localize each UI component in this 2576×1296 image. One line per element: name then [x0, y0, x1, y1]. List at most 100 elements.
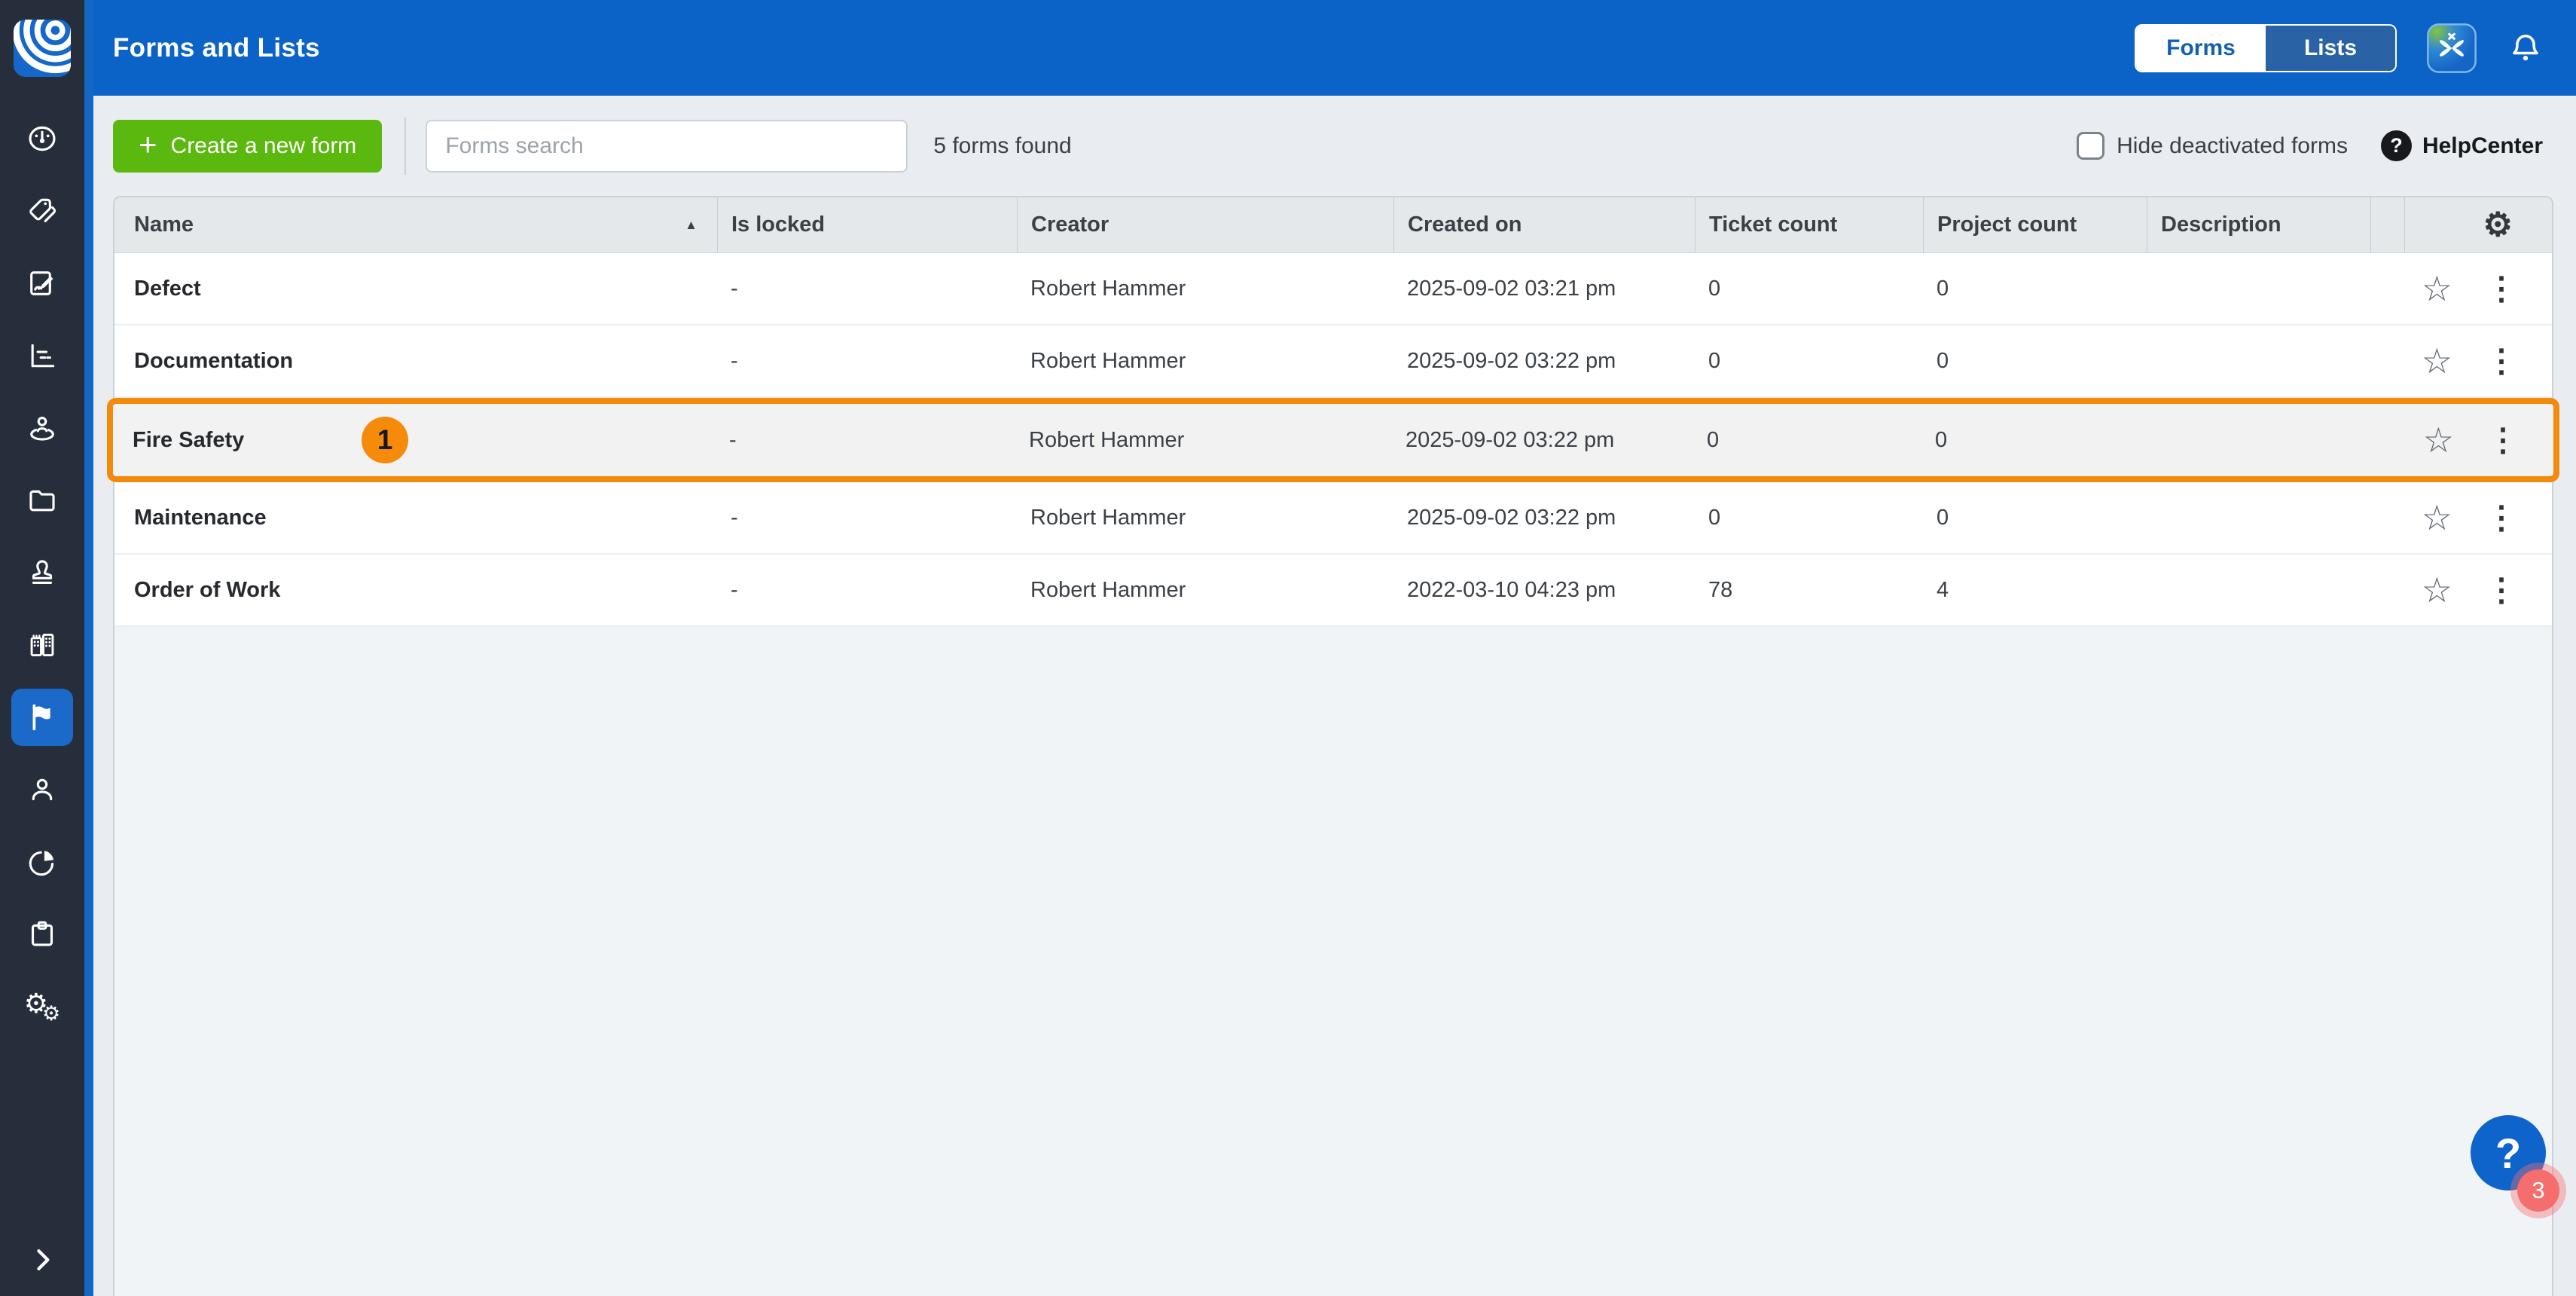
- table-row-documentation[interactable]: Documentation - Robert Hammer 2025-09-02 03…: [114, 326, 2552, 398]
- toolbar-right: Hide deactivated forms ? HelpCenter: [2077, 130, 2543, 161]
- cell-project_count: 0: [1935, 427, 1948, 452]
- sidebar-item-analytics[interactable]: [0, 826, 84, 898]
- cell-is_locked: -: [731, 505, 738, 530]
- sidebar-item-tasks[interactable]: [0, 898, 84, 970]
- row-menu-kebab-icon[interactable]: ⋮: [2486, 573, 2517, 607]
- person-location-icon: [11, 399, 73, 457]
- sidebar-item-forms-sign[interactable]: [0, 247, 84, 319]
- page-title: Forms and Lists: [113, 32, 320, 63]
- help-fab-question-icon: ?: [2495, 1129, 2522, 1177]
- favorite-star-icon[interactable]: ☆: [2421, 573, 2452, 607]
- favorite-star-icon[interactable]: ☆: [2422, 423, 2454, 457]
- column-header-is_locked[interactable]: Is locked: [717, 197, 1017, 252]
- cell-actions: ☆ ⋮: [2404, 500, 2552, 535]
- main-area: Forms and Lists Forms Lists: [93, 0, 2576, 1296]
- cell-project_count: 0: [1937, 276, 1949, 301]
- sidebar-item-reports[interactable]: [0, 319, 84, 392]
- cell-creator: Robert Hammer: [1030, 505, 1186, 530]
- plus-icon: +: [139, 126, 157, 162]
- column-header-created_on[interactable]: Created on: [1393, 197, 1695, 252]
- column-header-project_count[interactable]: Project count: [1923, 197, 2147, 252]
- cell-project_count: 0: [1937, 505, 1949, 530]
- hide-deactivated-label[interactable]: Hide deactivated forms: [2117, 133, 2348, 158]
- content-area: + Create a new form 5 forms found Hide d…: [93, 96, 2576, 1296]
- table-row-maintenance[interactable]: Maintenance - Robert Hammer 2025-09-02 03:2…: [114, 482, 2552, 555]
- cell-name: Fire Safety 1: [113, 404, 716, 476]
- gear-icon[interactable]: ⚙: [2483, 206, 2513, 243]
- bell-icon[interactable]: [2507, 29, 2544, 67]
- sidebar-item-settings[interactable]: ⚙ ⚙: [0, 970, 84, 1043]
- app-switcher-icon[interactable]: [2427, 23, 2477, 73]
- cell-created_on: 2025-09-02 03:22 pm: [1406, 427, 1615, 452]
- folder-icon: [11, 472, 73, 529]
- column-header-ticket_count[interactable]: Ticket count: [1695, 197, 1923, 252]
- clipboard-icon: [11, 906, 73, 963]
- toolbar: + Create a new form 5 forms found Hide d…: [93, 96, 2576, 196]
- sidebar-item-people[interactable]: [0, 753, 84, 826]
- help-fab-button[interactable]: ? 3: [2471, 1115, 2559, 1212]
- row-menu-kebab-icon[interactable]: ⋮: [2487, 423, 2519, 457]
- column-label: Project count: [1937, 212, 2077, 237]
- create-button-label: Create a new form: [170, 133, 357, 158]
- column-header-actions: ⚙: [2404, 197, 2552, 252]
- column-header-name[interactable]: Name ▲: [114, 197, 717, 252]
- sidebar-item-folders[interactable]: [0, 464, 84, 536]
- sidebar-expand-button[interactable]: [26, 1243, 59, 1276]
- cell-is_locked: -: [729, 427, 737, 452]
- cell-project_count: 0: [1937, 348, 1949, 373]
- forms-search-input[interactable]: [426, 119, 908, 173]
- create-new-form-button[interactable]: + Create a new form: [113, 119, 383, 173]
- hide-deactivated-checkbox[interactable]: [2077, 132, 2105, 160]
- stamp-icon: [11, 544, 73, 601]
- table-body: Defect - Robert Hammer 2025-09-02 03:21 pm 0…: [107, 253, 2559, 627]
- toggle-forms[interactable]: Forms: [2136, 25, 2266, 71]
- column-spacer: [2370, 197, 2404, 252]
- toggle-lists[interactable]: Lists: [2266, 25, 2395, 71]
- help-notification-badge: 3: [2517, 1169, 2559, 1212]
- column-header-creator[interactable]: Creator: [1017, 197, 1393, 252]
- help-center-link[interactable]: ? HelpCenter: [2380, 130, 2543, 161]
- cell-is_locked: -: [731, 577, 738, 602]
- column-label: Name: [134, 212, 194, 237]
- sort-asc-icon: ▲: [685, 217, 697, 232]
- sidebar-item-locations[interactable]: [0, 392, 84, 464]
- table-header-row: Name ▲ Is locked Creator Created on Ticket co…: [114, 197, 2552, 253]
- sidebar-item-dashboard[interactable]: [0, 102, 84, 175]
- cell-created_on: 2025-09-02 03:22 pm: [1407, 505, 1616, 530]
- cell-created_on: 2025-09-02 03:22 pm: [1407, 348, 1616, 373]
- topbar-right: Forms Lists: [2135, 23, 2544, 73]
- row-menu-kebab-icon[interactable]: ⋮: [2486, 271, 2517, 306]
- sidebar-item-flags[interactable]: [0, 681, 84, 753]
- cell-creator: Robert Hammer: [1030, 577, 1186, 602]
- favorite-star-icon[interactable]: ☆: [2421, 344, 2452, 378]
- sidebar-item-approvals[interactable]: [0, 536, 84, 609]
- row-menu-kebab-icon[interactable]: ⋮: [2486, 344, 2517, 378]
- help-center-label: HelpCenter: [2422, 133, 2543, 158]
- table-row-fire-safety[interactable]: Fire Safety 1- Robert Hammer 2025-09-02 03:…: [107, 398, 2559, 482]
- cell-name: Maintenance: [134, 505, 267, 530]
- cell-project_count: 4: [1937, 577, 1949, 602]
- cell-actions: ☆ ⋮: [2404, 271, 2552, 306]
- report-chart-icon: [11, 327, 73, 384]
- pie-chart-icon: [11, 833, 73, 891]
- cell-name: Documentation: [134, 348, 294, 373]
- sidebar-item-tags[interactable]: [0, 175, 84, 247]
- favorite-star-icon[interactable]: ☆: [2421, 271, 2452, 306]
- column-label: Creator: [1031, 212, 1109, 237]
- topbar: Forms and Lists Forms Lists: [93, 0, 2576, 96]
- cell-name: Order of Work: [134, 577, 281, 602]
- column-label: Created on: [1408, 212, 1522, 237]
- flag-icon: [11, 689, 73, 746]
- row-menu-kebab-icon[interactable]: ⋮: [2486, 500, 2517, 535]
- cell-created_on: 2022-03-10 04:23 pm: [1407, 577, 1616, 602]
- table-row-order-of-work[interactable]: Order of Work - Robert Hammer 2022-03-10 04…: [114, 555, 2552, 627]
- company-logo[interactable]: [14, 20, 71, 77]
- question-mark-icon: ?: [2380, 130, 2412, 161]
- settings-gears-icon: ⚙ ⚙: [23, 987, 61, 1025]
- cell-is_locked: -: [731, 276, 738, 301]
- table-row-defect[interactable]: Defect - Robert Hammer 2025-09-02 03:21 pm 0…: [114, 253, 2552, 326]
- sidebar-item-company[interactable]: [0, 609, 84, 681]
- favorite-star-icon[interactable]: ☆: [2421, 500, 2452, 535]
- column-header-description[interactable]: Description: [2147, 197, 2370, 252]
